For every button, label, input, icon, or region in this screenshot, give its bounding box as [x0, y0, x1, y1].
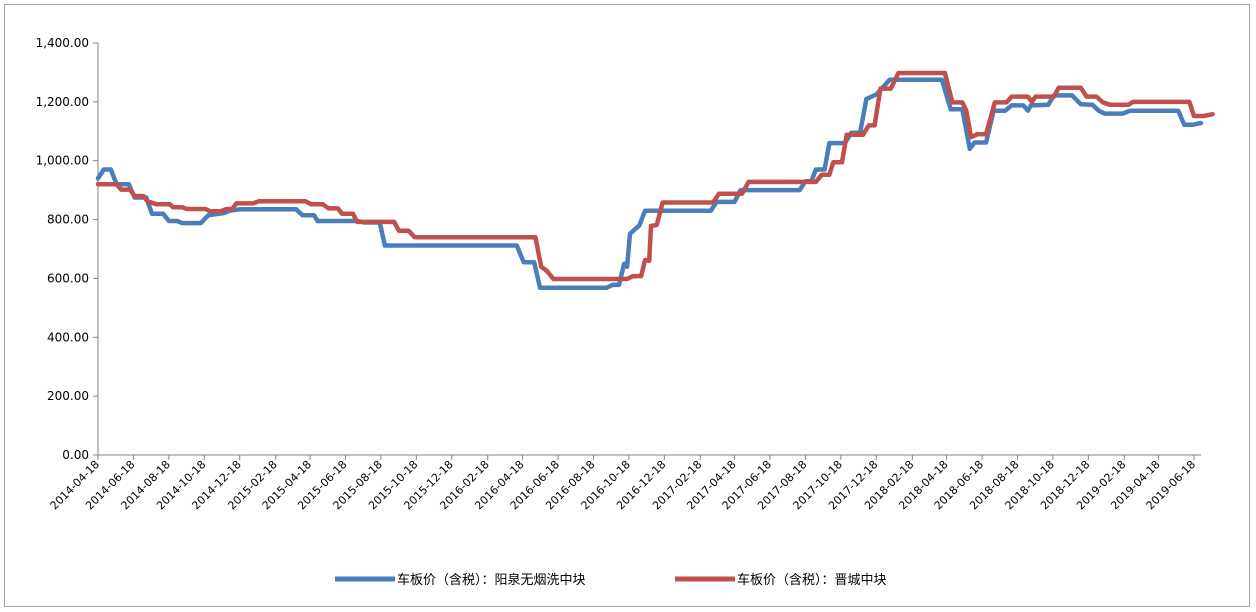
y-tick-label: 0.00	[62, 448, 89, 462]
y-tick-label: 800.00	[47, 213, 89, 227]
legend-label-1: 车板价（含税）：阳泉无烟洗中块	[397, 572, 586, 588]
y-tick-label: 1,200.00	[36, 95, 89, 109]
legend: 车板价（含税）：阳泉无烟洗中块 车板价（含税）：晋城中块	[335, 572, 887, 588]
series-line-1	[95, 77, 1204, 291]
y-tick-label: 200.00	[47, 389, 89, 403]
legend-label-2: 车板价（含税）：晋城中块	[737, 572, 887, 588]
series-lines	[95, 70, 1215, 291]
y-tick-label: 400.00	[47, 330, 89, 344]
y-tick-label: 1,000.00	[36, 154, 89, 168]
line-chart: 0.00 200.00 400.00 600.00 800.00 1,000.00 1,20…	[36, 36, 1215, 588]
series-line-2	[95, 70, 1215, 282]
chart-frame: 0.00 200.00 400.00 600.00 800.00 1,000.00 1,20…	[4, 4, 1250, 607]
y-tick-label: 600.00	[47, 271, 89, 285]
x-axis: 2014-04-182014-06-182014-08-182014-10-18…	[48, 454, 1201, 512]
y-axis: 0.00 200.00 400.00 600.00 800.00 1,000.00 1,20…	[36, 36, 99, 462]
y-tick-label: 1,400.00	[36, 36, 89, 50]
